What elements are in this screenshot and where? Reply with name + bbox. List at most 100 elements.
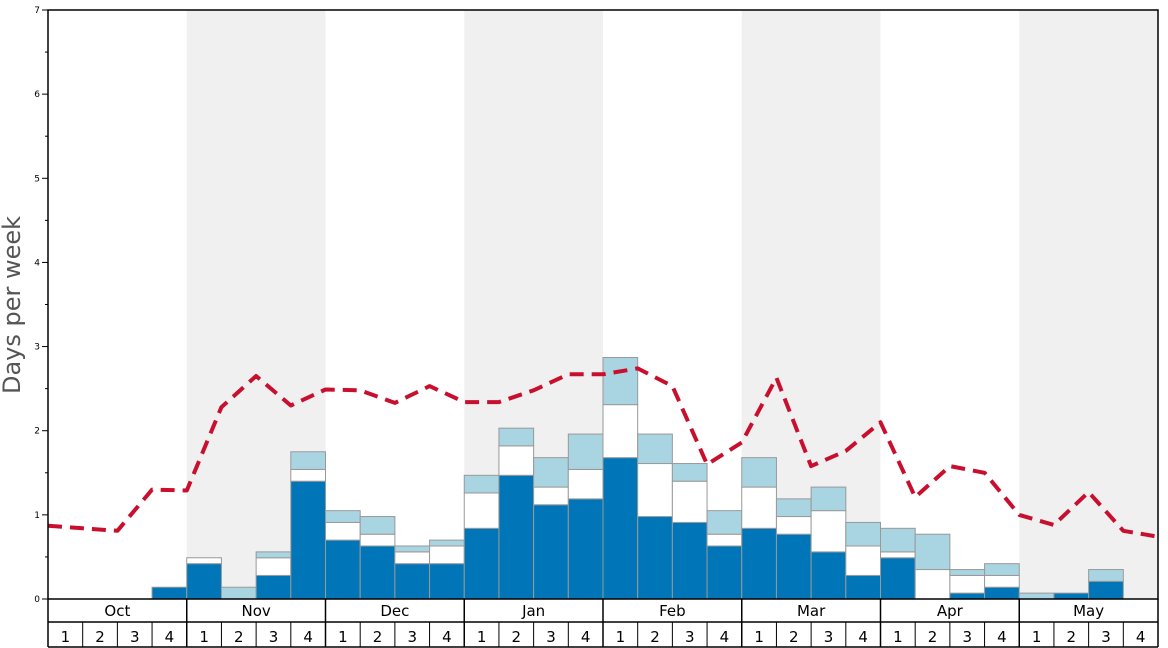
bar-bottom-week-23 — [810, 551, 847, 600]
bar-top-week-20 — [706, 510, 743, 535]
week-label-19: 3 — [685, 628, 695, 646]
month-label-apr: Apr — [937, 602, 964, 620]
week-label-25: 1 — [893, 628, 903, 646]
bar-bottom-week-4 — [151, 586, 188, 600]
bar-bottom-week-27 — [949, 592, 986, 600]
bar-middle-week-11 — [394, 551, 431, 565]
bar-middle-week-16 — [567, 468, 604, 500]
bar-bottom-week-8 — [290, 480, 326, 600]
bar-top-week-18 — [637, 433, 673, 465]
bar-bottom-week-19 — [671, 521, 708, 600]
week-label-1: 1 — [61, 628, 71, 646]
bar-top-week-31 — [1088, 569, 1124, 582]
bar-top-week-26 — [914, 533, 951, 571]
bar-bottom-week-25 — [880, 557, 916, 600]
bar-middle-week-19 — [671, 480, 708, 523]
y-tick-label-0: 0 — [34, 595, 40, 605]
week-label-12: 4 — [442, 628, 452, 646]
bar-bottom-week-9 — [325, 539, 361, 600]
y-tick-label-7: 7 — [34, 6, 40, 16]
month-label-mar: Mar — [797, 602, 826, 620]
bar-middle-week-8 — [290, 468, 326, 482]
bar-top-week-7 — [255, 551, 292, 559]
bar-bottom-week-20 — [706, 545, 743, 600]
bar-bottom-week-30 — [1053, 592, 1090, 600]
bar-bottom-week-7 — [255, 574, 292, 600]
bar-middle-week-20 — [706, 533, 743, 547]
bar-middle-week-22 — [775, 516, 812, 535]
week-label-17: 1 — [616, 628, 626, 646]
bar-middle-week-24 — [845, 545, 881, 576]
bar-middle-week-15 — [533, 486, 569, 506]
bar-bottom-week-21 — [741, 527, 777, 600]
x-axis: Oct Nov Dec Jan Feb Mar Apr May 1 2 3 4 1 2 3 4 1 2 3 4 1 2 3 4… — [47, 599, 1159, 648]
week-label-11: 3 — [407, 628, 417, 646]
bar-bottom-week-18 — [637, 516, 673, 600]
week-label-28: 4 — [997, 628, 1007, 646]
average-line-path — [47, 366, 1159, 539]
bar-bottom-week-28 — [984, 586, 1020, 600]
bar-bottom-week-5 — [186, 563, 222, 600]
week-label-8: 4 — [303, 628, 313, 646]
week-label-9: 1 — [338, 628, 348, 646]
bar-bottom-week-14 — [498, 474, 535, 600]
month-label-may: May — [1073, 602, 1104, 620]
week-label-6: 2 — [234, 628, 244, 646]
week-label-21: 1 — [754, 628, 764, 646]
bar-bottom-week-16 — [567, 498, 604, 600]
week-label-3: 3 — [130, 628, 140, 646]
y-tick-label-6: 6 — [34, 90, 40, 100]
bar-bottom-week-31 — [1088, 580, 1124, 600]
week-label-22: 2 — [789, 628, 799, 646]
week-label-16: 4 — [581, 628, 591, 646]
month-label-dec: Dec — [380, 602, 409, 620]
bar-top-week-21 — [741, 457, 777, 488]
bar-top-week-9 — [325, 510, 361, 523]
y-axis-title: Days per week — [0, 216, 26, 394]
month-label-feb: Feb — [659, 602, 686, 620]
bar-top-week-10 — [359, 516, 396, 535]
month-shade-may — [1019, 10, 1158, 599]
y-tick-label-1: 1 — [34, 511, 40, 521]
week-label-18: 2 — [650, 628, 660, 646]
week-label-27: 3 — [962, 628, 972, 646]
bar-middle-week-23 — [810, 510, 847, 553]
y-tick-label-4: 4 — [34, 258, 40, 268]
month-label-oct: Oct — [104, 602, 130, 620]
bar-top-week-11 — [394, 545, 431, 553]
bar-top-week-27 — [949, 569, 986, 576]
bar-middle-week-5 — [186, 557, 222, 565]
week-label-5: 1 — [199, 628, 209, 646]
bar-top-week-19 — [671, 463, 708, 482]
bar-bottom-week-11 — [394, 563, 431, 600]
average-line — [47, 366, 1159, 539]
week-label-13: 1 — [477, 628, 487, 646]
bar-middle-week-9 — [325, 521, 361, 541]
week-label-30: 2 — [1067, 628, 1077, 646]
bar-middle-week-14 — [498, 445, 535, 476]
week-label-20: 4 — [720, 628, 730, 646]
bar-top-week-12 — [429, 539, 465, 547]
bar-top-week-23 — [810, 486, 847, 512]
bar-top-week-17 — [602, 357, 639, 406]
bar-middle-week-27 — [949, 574, 986, 594]
bar-middle-week-10 — [359, 533, 396, 547]
bar-top-week-29 — [1018, 592, 1055, 600]
week-label-32: 4 — [1136, 628, 1146, 646]
bar-top-week-28 — [984, 563, 1020, 576]
bar-top-week-14 — [498, 427, 535, 447]
week-label-29: 1 — [1032, 628, 1042, 646]
bar-top-week-24 — [845, 521, 881, 547]
bar-middle-week-28 — [984, 574, 1020, 588]
week-label-14: 2 — [512, 628, 522, 646]
y-tick-label-3: 3 — [34, 343, 40, 353]
bar-top-week-13 — [463, 474, 500, 494]
bar-middle-week-25 — [880, 551, 916, 559]
month-label-jan: Jan — [521, 602, 545, 620]
bar-bottom-week-17 — [602, 457, 639, 600]
bar-middle-week-21 — [741, 486, 777, 529]
bar-top-week-25 — [880, 527, 916, 553]
bar-bottom-week-13 — [463, 527, 500, 600]
